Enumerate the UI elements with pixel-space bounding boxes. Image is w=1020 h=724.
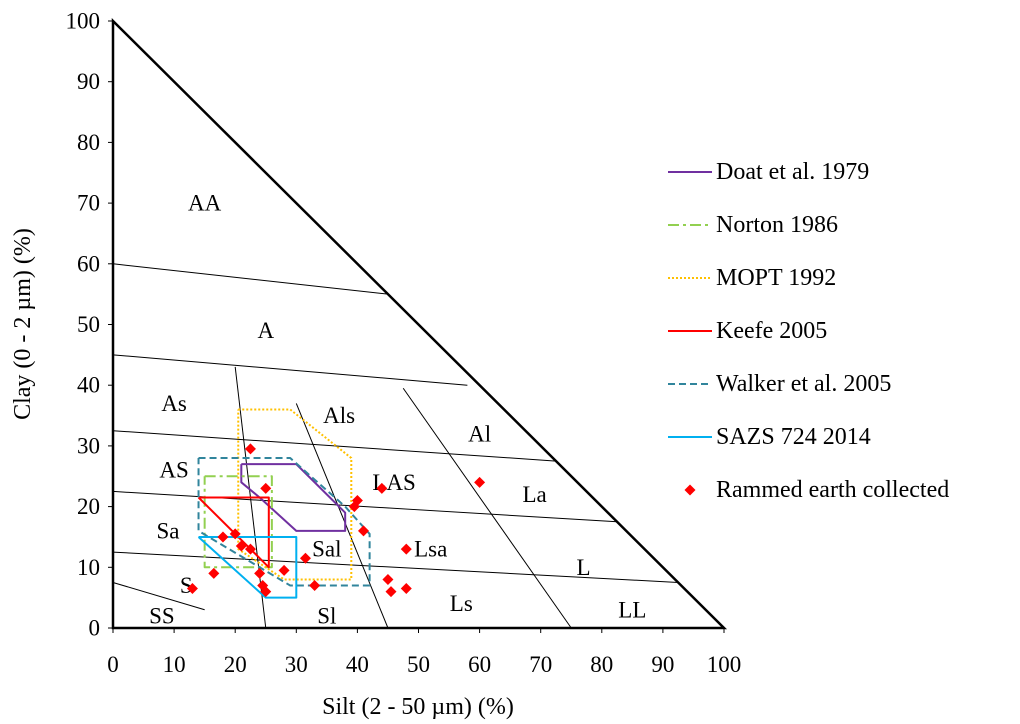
- data-point: [254, 567, 266, 579]
- class-label: LL: [618, 597, 646, 622]
- series-line: [203, 475, 273, 569]
- legend-label: Rammed earth collected: [716, 477, 949, 503]
- class-label: La: [522, 482, 546, 507]
- class-label: Sl: [317, 603, 336, 628]
- data-point: [358, 525, 370, 537]
- y-tick-label: 50: [77, 312, 100, 337]
- data-point: [235, 540, 247, 552]
- x-tick-label: 100: [707, 652, 742, 677]
- legend-label: SAZS 724 2014: [716, 424, 871, 450]
- data-point: [208, 567, 220, 579]
- series-line: [197, 457, 371, 587]
- x-tick-label: 10: [163, 652, 186, 677]
- legend: Doat et al. 1979 Norton 1986 MOPT 1992 Keef…: [668, 159, 949, 503]
- x-tick-label: 40: [346, 652, 369, 677]
- data-point: [400, 583, 412, 595]
- y-tick-label: 30: [77, 433, 100, 458]
- class-label: Ls: [450, 591, 473, 616]
- class-line: [112, 581, 205, 611]
- data-point: [348, 501, 360, 513]
- class-label: L: [576, 555, 590, 580]
- x-tick-label: 90: [651, 652, 674, 677]
- class-label: AS: [159, 458, 188, 483]
- class-line: [112, 354, 468, 386]
- legend-label: MOPT 1992: [716, 265, 836, 291]
- data-point: [309, 580, 321, 592]
- data-point: [278, 564, 290, 576]
- y-tick-label: 40: [77, 373, 100, 398]
- x-tick-label: 20: [224, 652, 247, 677]
- data-point: [260, 482, 272, 494]
- x-tick-label: 50: [407, 652, 430, 677]
- y-axis-title: Clay (0 - 2 µm) (%): [10, 228, 36, 420]
- data-point: [376, 482, 388, 494]
- data-point: [474, 476, 486, 488]
- class-label: A: [257, 318, 274, 343]
- class-lines: [112, 263, 679, 629]
- data-point: [400, 543, 412, 555]
- class-label: SS: [149, 603, 175, 628]
- class-line: [295, 403, 389, 629]
- series-line: [240, 463, 347, 532]
- data-point: [244, 443, 256, 455]
- y-tick-label: 20: [77, 494, 100, 519]
- legend-marker: [684, 484, 696, 496]
- legend-label: Keefe 2005: [716, 318, 827, 344]
- y-tick-label: 60: [77, 251, 100, 276]
- data-point: [385, 586, 397, 598]
- data-point: [382, 573, 394, 585]
- tick-labels: 0 10 20 30 40 50 60 70 80 90 100 0 10 20 30 40 50 60 70 80 9…: [66, 9, 742, 678]
- class-line: [112, 490, 618, 523]
- class-line: [402, 387, 572, 629]
- class-label: Sal: [312, 537, 341, 562]
- y-tick-label: 70: [77, 191, 100, 216]
- class-label: Als: [323, 403, 355, 428]
- data-point: [229, 528, 241, 540]
- data-point: [244, 543, 256, 555]
- data-point: [186, 583, 198, 595]
- class-label: S: [180, 573, 193, 598]
- y-tick-label: 100: [66, 9, 101, 34]
- x-tick-label: 80: [590, 652, 613, 677]
- class-label: Sa: [156, 518, 179, 543]
- class-label: Al: [468, 421, 491, 446]
- y-tick-label: 80: [77, 130, 100, 155]
- class-label: AA: [188, 191, 222, 216]
- x-tick-label: 60: [468, 652, 491, 677]
- x-tick-label: 70: [529, 652, 552, 677]
- y-tick-label: 0: [89, 616, 101, 641]
- y-tick-label: 90: [77, 69, 100, 94]
- class-label: Lsa: [414, 537, 447, 562]
- x-axis-title: Silt (2 - 50 µm) (%): [322, 694, 514, 720]
- legend-label: Walker et al. 2005: [716, 371, 891, 397]
- class-label: As: [161, 391, 187, 416]
- data-point: [217, 531, 229, 543]
- class-line: [112, 551, 679, 583]
- x-tick-label: 0: [107, 652, 119, 677]
- series: [186, 408, 486, 599]
- series-line: [237, 408, 353, 581]
- y-tick-label: 10: [77, 555, 100, 580]
- series-line: [197, 535, 298, 599]
- legend-label: Norton 1986: [716, 212, 838, 238]
- class-line: [112, 263, 389, 295]
- class-label: LAS: [372, 470, 415, 495]
- legend-label: Doat et al. 1979: [716, 159, 869, 185]
- data-point: [260, 586, 272, 598]
- data-point: [299, 552, 311, 564]
- x-tick-label: 30: [285, 652, 308, 677]
